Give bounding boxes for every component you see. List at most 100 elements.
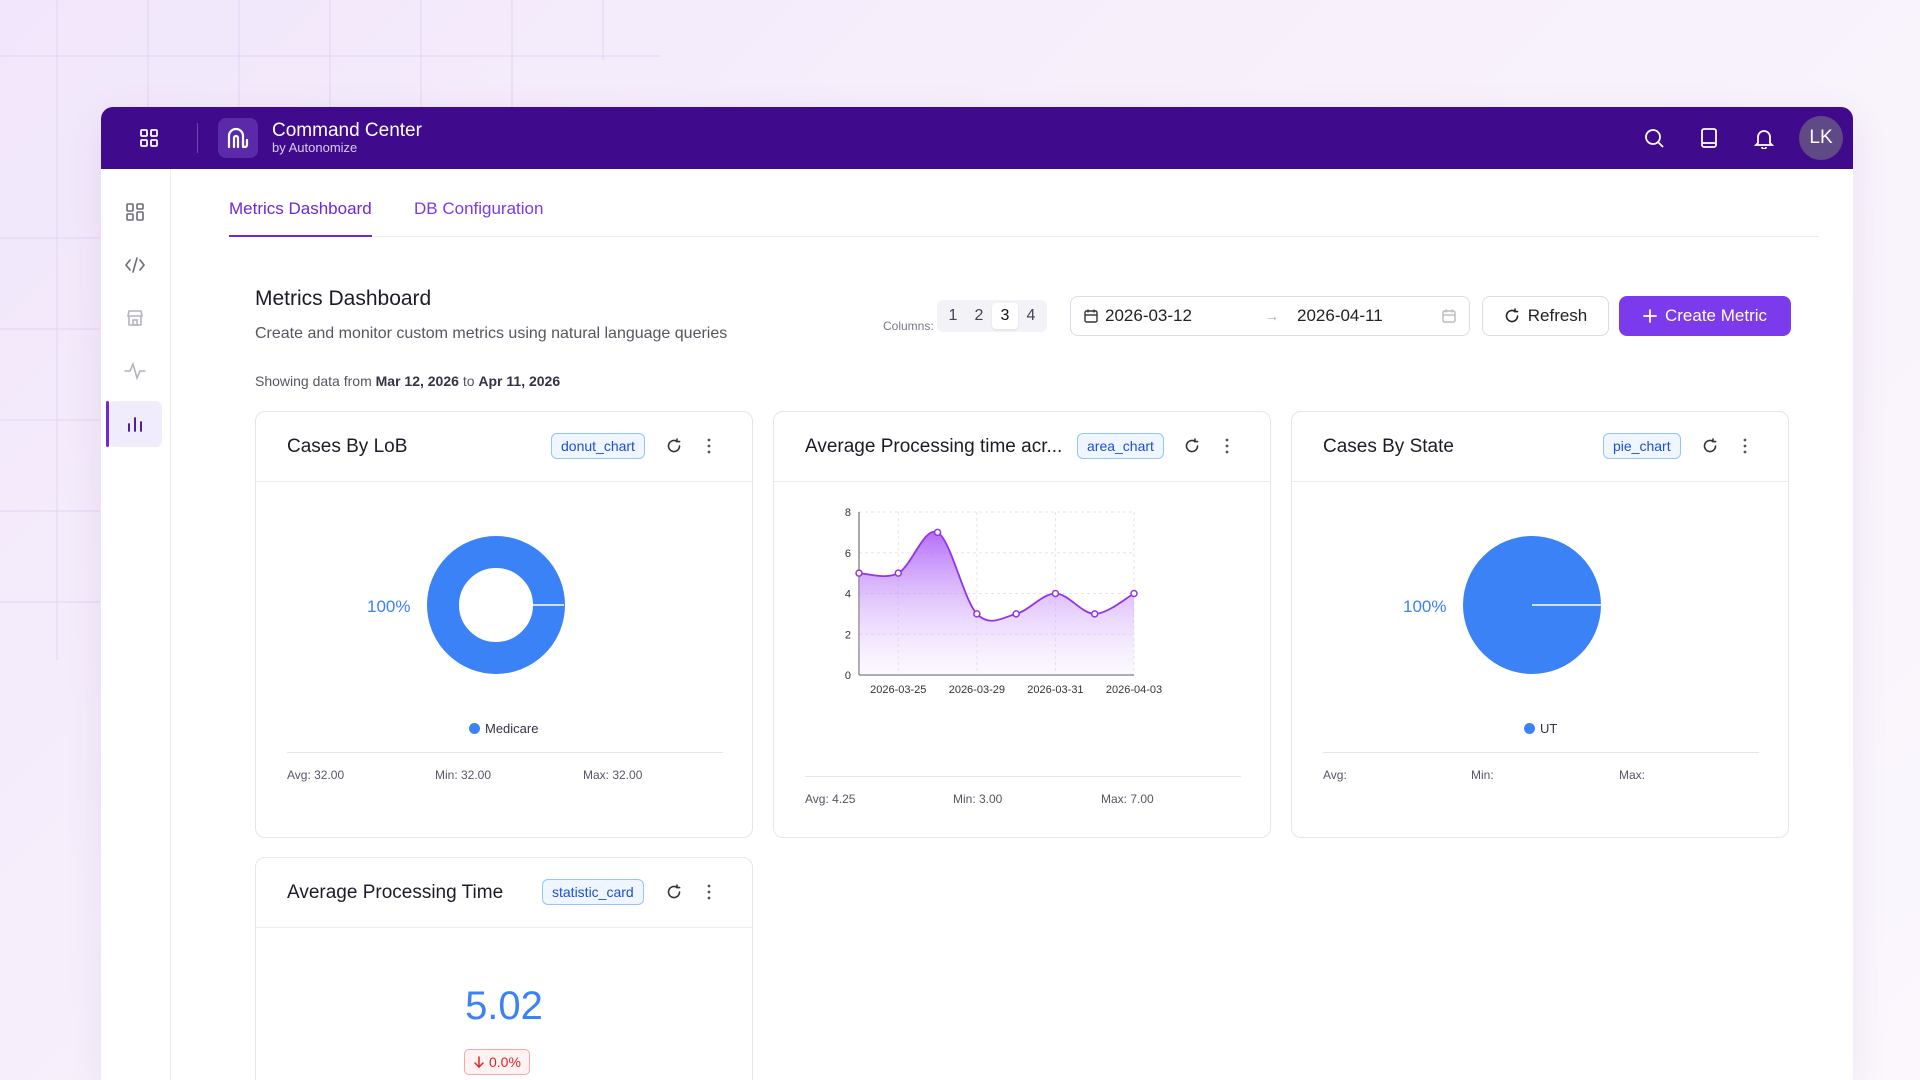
apps-grid-button[interactable] (101, 107, 197, 169)
card-header: Cases By State pie_chart (1292, 412, 1788, 482)
card-menu-button[interactable] (1733, 434, 1757, 458)
user-avatar[interactable]: LK (1799, 116, 1843, 160)
stat-avg: Avg: 32.00 (287, 768, 345, 782)
x-tick-label: 2026-03-29 (949, 684, 1005, 696)
refresh-icon (1185, 438, 1199, 453)
refresh-label: Refresh (1527, 306, 1588, 325)
metric-card-avg-processing-area: Average Processing time acr... area_char… (773, 411, 1271, 838)
y-tick-label: 0 (845, 670, 851, 682)
legend-swatch (469, 723, 480, 734)
x-tick-label: 2026-04-03 (1106, 684, 1162, 696)
card-menu-button[interactable] (697, 880, 721, 904)
docs-button[interactable] (1681, 107, 1736, 169)
y-tick-label: 4 (845, 589, 851, 601)
card-refresh-button[interactable] (662, 880, 686, 904)
more-vertical-icon (707, 884, 711, 900)
sidebar-item-dashboard[interactable] (108, 189, 162, 235)
y-tick-label: 8 (845, 507, 851, 519)
plus-icon (1643, 309, 1657, 323)
columns-option-2[interactable]: 2 (974, 307, 984, 324)
range-arrow-icon: → (1265, 308, 1279, 324)
search-icon (1644, 129, 1664, 148)
date-start-input[interactable]: 2026-03-12 (1105, 306, 1192, 325)
columns-selector: 1 2 3 4 (937, 300, 1047, 332)
date-range-summary: Showing data from Mar 12, 2026 to Apr 11… (255, 373, 560, 389)
more-vertical-icon (1225, 438, 1229, 454)
book-icon (1700, 128, 1717, 148)
stat-max: Max: 32.00 (583, 768, 643, 782)
x-tick-label: 2026-03-25 (870, 684, 926, 696)
card-title: Average Processing Time (287, 882, 504, 903)
date-end-input[interactable]: 2026-04-11 (1297, 306, 1383, 325)
brand[interactable]: Command Center by Autonomize (218, 118, 422, 158)
search-button[interactable] (1626, 107, 1681, 169)
card-title: Cases By State (1323, 436, 1454, 457)
more-vertical-icon (707, 438, 711, 454)
columns-option-1[interactable]: 1 (948, 307, 958, 324)
sidebar-item-code[interactable] (108, 242, 162, 288)
store-icon (127, 310, 143, 326)
data-point (973, 610, 981, 618)
data-point (1090, 610, 1099, 618)
refresh-icon (1703, 438, 1717, 453)
top-bar: Command Center by Autonomize LK (101, 107, 1853, 169)
donut-chart (427, 536, 565, 674)
sidebar-item-store[interactable] (108, 295, 162, 341)
app-logo-icon (218, 118, 258, 158)
y-tick-label: 6 (845, 548, 851, 560)
card-refresh-button[interactable] (1180, 434, 1204, 458)
statistic-value: 5.02 (465, 984, 543, 1028)
chart-type-badge: statistic_card (542, 879, 644, 905)
notifications-button[interactable] (1736, 107, 1791, 169)
dashboard-grid-icon (126, 203, 144, 221)
area-chart: 0 2 4 6 8 2026-03-25 2026-03-29 2026-03-31 2026… (845, 507, 1162, 696)
card-header: Cases By LoB donut_chart (256, 412, 752, 482)
y-tick-label: 2 (845, 629, 851, 641)
page-title: Metrics Dashboard (255, 287, 432, 310)
change-value: 0.0% (489, 1054, 521, 1070)
header-divider (197, 123, 198, 153)
card-title: Average Processing time acr... (805, 436, 1063, 457)
metric-card-cases-by-state: Cases By State pie_chart 100% UT Avg: M (1291, 411, 1789, 838)
tab-metrics-dashboard[interactable]: Metrics Dashboard (229, 199, 372, 237)
card-header: Average Processing Time statistic_card (256, 858, 752, 928)
card-refresh-button[interactable] (662, 434, 686, 458)
showing-prefix: Showing data from (255, 373, 372, 389)
showing-to: Apr 11, 2026 (478, 373, 561, 389)
card-menu-button[interactable] (1215, 434, 1239, 458)
sidebar-item-metrics[interactable] (106, 401, 162, 447)
date-range-picker[interactable]: 2026-03-12 → 2026-04-11 (1070, 296, 1470, 336)
page-subtitle: Create and monitor custom metrics using … (255, 325, 728, 342)
pie-percent-label: 100% (1403, 597, 1447, 616)
donut-percent-label: 100% (367, 597, 411, 616)
bar-chart-icon (128, 417, 142, 432)
create-metric-label: Create Metric (1664, 306, 1768, 325)
legend-label: UT (1540, 721, 1558, 736)
stat-min: Min: (1471, 768, 1494, 782)
app-title: Command Center (272, 119, 422, 141)
activity-icon (124, 361, 146, 381)
refresh-button[interactable]: Refresh (1482, 296, 1609, 336)
data-point (855, 569, 863, 577)
showing-from: Mar 12, 2026 (375, 373, 459, 389)
create-metric-button[interactable]: Create Metric (1619, 296, 1791, 336)
sidebar-item-activity[interactable] (108, 348, 162, 394)
card-refresh-button[interactable] (1698, 434, 1722, 458)
chart-type-badge: pie_chart (1603, 433, 1681, 459)
stats-divider (805, 776, 1241, 777)
showing-to-word: to (462, 373, 475, 389)
tab-db-configuration[interactable]: DB Configuration (414, 199, 544, 218)
stats-divider (287, 752, 723, 753)
arrow-down-icon (474, 1056, 484, 1068)
card-menu-button[interactable] (697, 434, 721, 458)
more-vertical-icon (1743, 438, 1747, 454)
columns-option-3[interactable]: 3 (992, 303, 1018, 329)
columns-option-4[interactable]: 4 (1026, 307, 1036, 324)
chart-type-badge: area_chart (1077, 433, 1164, 459)
refresh-icon (667, 438, 681, 453)
data-point (1051, 589, 1060, 598)
stat-min: Min: 3.00 (953, 792, 1003, 806)
legend-label: Medicare (485, 721, 539, 736)
card-title: Cases By LoB (287, 436, 408, 457)
app-window: Command Center by Autonomize LK (101, 107, 1853, 1080)
